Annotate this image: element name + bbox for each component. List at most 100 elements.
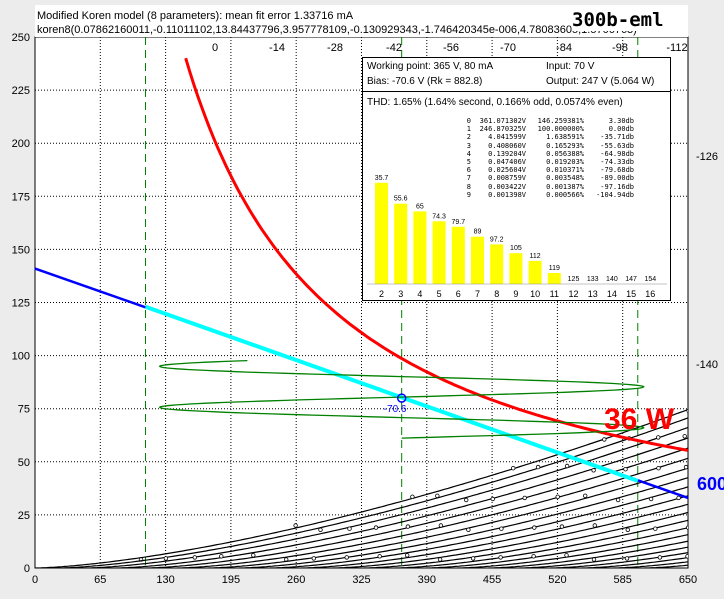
harmonic-order-label: 11: [550, 289, 559, 299]
measured-point: [435, 493, 440, 498]
measured-point: [648, 496, 654, 502]
measured-point: [377, 554, 382, 559]
harmonic-bar: [432, 221, 446, 284]
plate-curve: [612, 561, 688, 568]
harmonic-cell: 3: [466, 141, 471, 150]
y-tick-label: 200: [12, 138, 30, 150]
harmonic-cell: 0.003548%: [546, 174, 584, 183]
x-tick-label: 260: [287, 574, 305, 586]
measured-point: [437, 557, 443, 562]
measured-point: [347, 526, 352, 531]
harmonic-row: 4 0.139204V 0.056388% -64.98db: [453, 150, 634, 158]
harmonic-cell: 0.008759V: [488, 174, 526, 183]
measured-point: [163, 556, 169, 561]
y-tick-label: 50: [18, 457, 30, 469]
harmonic-db-label: 55.6: [394, 196, 408, 203]
harmonic-row: 3 0.408060V 0.165293% -55.63db: [453, 142, 634, 150]
harmonic-row: 0 361.071302V 146.259381% 3.30db: [453, 117, 634, 125]
bias-readout: Bias: -70.6 V (Rk = 882.8): [367, 76, 483, 87]
harmonic-order-label: 4: [417, 289, 422, 299]
measured-point: [656, 466, 661, 471]
measured-point: [373, 525, 379, 530]
measured-point: [293, 523, 298, 528]
y-tick-label: 175: [12, 191, 30, 203]
grid-voltage-label: -98: [612, 42, 628, 54]
signal-swing: [144, 304, 639, 483]
plate-curve: [550, 552, 688, 568]
measured-point: [498, 555, 503, 560]
measured-point: [719, 525, 723, 529]
plate-curve: [581, 556, 688, 568]
harmonic-bar: [413, 211, 427, 284]
harmonic-db-label: 65: [416, 203, 424, 210]
harmonic-order-label: 15: [626, 289, 636, 299]
harmonic-order-label: 9: [513, 289, 518, 299]
harmonic-bar: [394, 203, 408, 284]
harmonic-cell: 0.056388%: [546, 149, 584, 158]
working-point: Working point: 365 V, 80 mA: [367, 61, 494, 72]
plate-curve: [425, 527, 688, 568]
plate-curve: [394, 519, 688, 568]
harmonic-bar: [509, 253, 523, 284]
harmonic-cell: 0.139204V: [488, 149, 526, 158]
harmonic-cell: 1.638591%: [546, 133, 584, 142]
measured-point: [564, 463, 570, 469]
harmonic-row: 6 0.025604V 0.010371% -79.68db: [453, 166, 634, 174]
measured-point: [466, 527, 471, 532]
harmonic-order-label: 16: [645, 289, 655, 299]
plate-curve: [115, 437, 688, 568]
harmonic-db-label: 119: [549, 265, 560, 272]
harmonic-bar: [471, 236, 484, 284]
harmonic-cell: 1: [466, 125, 471, 134]
harmonic-cell: 0.019203%: [546, 158, 584, 167]
harmonic-order-label: 7: [475, 289, 480, 299]
y-tick-label: 25: [18, 510, 30, 522]
harmonic-cell: -55.63db: [600, 141, 634, 150]
plate-curve: [456, 534, 688, 568]
harmonic-cell: 0.010371%: [546, 166, 584, 175]
measured-point: [653, 526, 658, 531]
harmonic-cell: -64.98db: [600, 149, 634, 158]
measured-point: [715, 439, 719, 443]
harmonic-db-label: 147: [625, 276, 637, 283]
plate-curve: [643, 564, 688, 568]
measured-point: [710, 495, 714, 499]
harmonic-row: 2 4.041599V 1.638591% -35.71db: [453, 133, 634, 141]
plate-curve: [58, 417, 688, 568]
operating-point: [396, 393, 407, 403]
measured-point: [405, 553, 410, 558]
harmonic-order-label: 5: [437, 289, 442, 299]
harmonic-cell: 0.00db: [608, 125, 634, 134]
harmonic-row: 1 246.870325V 100.000000% 0.00db: [453, 125, 634, 133]
harmonic-cell: 0.001387%: [546, 182, 584, 191]
measured-point: [686, 408, 688, 413]
measured-point: [602, 437, 607, 442]
x-tick-label: 325: [352, 574, 370, 586]
harmonic-cell: -104.94db: [596, 190, 634, 199]
harmonic-cell: 146.259381%: [537, 117, 584, 125]
harmonic-cell: 5: [466, 158, 471, 167]
harmonic-db-label: 133: [587, 276, 599, 283]
harmonic-table: 0 361.071302V 146.259381% 3.30db 1 246.870325…: [453, 117, 634, 199]
harmonic-order-label: 14: [607, 289, 617, 299]
input-level: Input: 70 V: [546, 61, 595, 72]
output-readout: Output: 247 V (5.064 W): [546, 76, 655, 87]
harmonic-cell: 100.000000%: [537, 125, 584, 134]
measured-point: [717, 464, 721, 468]
harmonic-cell: -97.16db: [600, 182, 634, 191]
harmonic-bar: [528, 260, 542, 284]
harmonic-cell: 0.408060V: [488, 141, 526, 150]
x-tick-label: 0: [32, 574, 38, 586]
power-label: 36 W: [604, 403, 675, 436]
measured-point: [583, 493, 588, 498]
harmonic-bar-chart: 35.7255.6365474.3579.7689797.28105911210…: [367, 175, 667, 299]
harmonic-row: 7 0.008759V 0.003548% -89.00db: [453, 174, 634, 182]
harmonic-cell: -74.33db: [600, 158, 634, 167]
y-tick-label: 100: [12, 351, 30, 363]
grid-voltage-label: -42: [386, 42, 402, 54]
plate-curve: [363, 511, 688, 568]
harmonic-cell: 0.047406V: [488, 158, 526, 167]
plate-curve: [238, 477, 688, 568]
grid-voltage-label: 0: [212, 42, 218, 54]
measured-point: [625, 527, 630, 532]
